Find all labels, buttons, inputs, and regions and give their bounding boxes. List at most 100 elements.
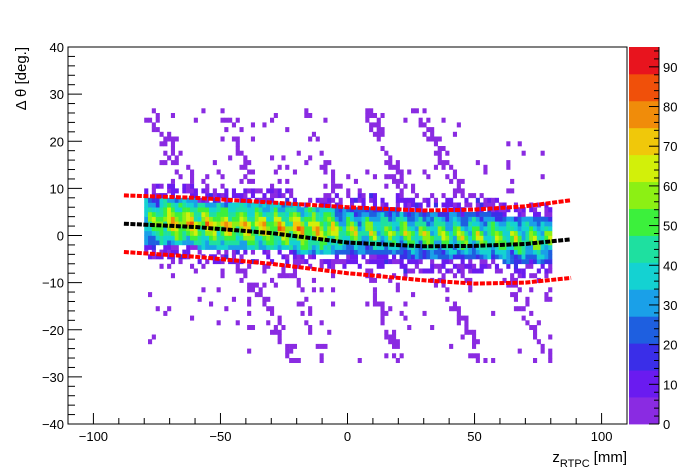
hist-cell: [407, 197, 412, 203]
hist-cell: [395, 211, 400, 217]
hist-cell: [384, 254, 389, 260]
hist-cell: [174, 197, 179, 203]
hist-cell: [304, 320, 309, 326]
hist-cell: [376, 136, 381, 142]
hist-cell: [308, 230, 313, 236]
hist-cell: [353, 249, 359, 255]
hist-cell: [437, 211, 442, 217]
hist-cell: [334, 221, 339, 227]
hist-cell: [342, 259, 347, 265]
hist-cell: [502, 221, 507, 227]
hist-cell: [407, 249, 412, 255]
hist-cell: [250, 235, 256, 241]
hist-cell: [525, 226, 530, 232]
hist-cell: [418, 240, 423, 246]
hist-cell: [205, 244, 210, 250]
hist-cell: [498, 235, 503, 241]
hist-cell: [205, 259, 210, 265]
hist-cell: [266, 197, 271, 203]
hist-cell: [384, 244, 389, 250]
y-tick-label: −10: [42, 276, 64, 291]
hist-cell: [395, 240, 400, 246]
hist-cell: [167, 221, 172, 227]
hist-cell: [510, 216, 515, 222]
hist-cell: [178, 150, 183, 156]
hist-cell: [315, 136, 320, 142]
hist-cell: [506, 221, 511, 227]
hist-cell: [388, 244, 393, 250]
hist-cell: [327, 197, 332, 203]
hist-cell: [273, 169, 278, 175]
hist-cell: [361, 216, 366, 222]
hist-cell: [369, 259, 374, 265]
hist-cell: [372, 292, 378, 298]
hist-cell: [197, 244, 202, 250]
hist-cell: [235, 230, 240, 236]
hist-cell: [334, 193, 339, 199]
hist-cell: [197, 235, 202, 241]
hist-cell: [433, 197, 439, 203]
hist-cell: [304, 244, 309, 250]
hist-cell: [372, 113, 378, 119]
hist-cell: [342, 216, 347, 222]
hist-cell: [483, 211, 488, 217]
hist-cell: [399, 178, 404, 184]
hist-cell: [239, 244, 244, 250]
hist-cell: [361, 211, 366, 217]
hist-cell: [224, 244, 229, 250]
hist-cell: [540, 235, 545, 241]
hist-cell: [193, 221, 198, 227]
hist-cell: [231, 122, 237, 128]
hist-cell: [346, 207, 351, 213]
hist-cell: [262, 301, 267, 307]
hist-cell: [411, 292, 416, 298]
hist-cell: [289, 211, 294, 217]
hist-cell: [491, 221, 496, 227]
hist-cell: [182, 230, 187, 236]
hist-cell: [456, 202, 461, 208]
hist-cell: [190, 315, 195, 321]
hist-cell: [281, 211, 286, 217]
hist-cell: [395, 287, 400, 293]
hist-cell: [190, 216, 195, 222]
hist-cell: [243, 221, 248, 227]
hist-cell: [536, 254, 541, 260]
hist-cell: [525, 221, 530, 227]
x-axis: −100 −50 0 50 100: [67, 413, 628, 444]
hist-cell: [346, 226, 351, 232]
hist-cell: [170, 244, 176, 250]
hist-cell: [525, 301, 530, 307]
hist-cell: [285, 207, 290, 213]
hist-cell: [163, 207, 168, 213]
hist-cell: [190, 193, 195, 199]
hist-cell: [380, 301, 385, 307]
hist-cell: [289, 216, 294, 222]
hist-cell: [372, 216, 378, 222]
hist-cell: [311, 249, 317, 255]
hist-cell: [273, 235, 278, 241]
hist-cell: [250, 282, 256, 288]
hist-cell: [449, 221, 454, 227]
hist-cell: [418, 202, 423, 208]
hist-cell: [231, 244, 237, 250]
hist-cell: [445, 249, 450, 255]
hist-cell: [544, 235, 549, 241]
hist-cell: [235, 193, 240, 199]
hist-cell: [464, 277, 469, 283]
hist-cell: [346, 216, 351, 222]
hist-cell: [464, 263, 469, 269]
hist-cell: [380, 254, 385, 260]
hist-cell: [388, 216, 393, 222]
hist-cell: [513, 282, 519, 288]
hist-cell: [399, 249, 404, 255]
hist-cell: [441, 249, 446, 255]
hist-cell: [159, 193, 164, 199]
hist-cell: [205, 207, 210, 213]
hist-cell: [456, 221, 461, 227]
hist-cell: [197, 207, 202, 213]
hist-cell: [441, 230, 446, 236]
hist-cell: [388, 226, 393, 232]
hist-cell: [243, 160, 248, 166]
hist-cell: [270, 226, 275, 232]
hist-cell: [365, 244, 370, 250]
